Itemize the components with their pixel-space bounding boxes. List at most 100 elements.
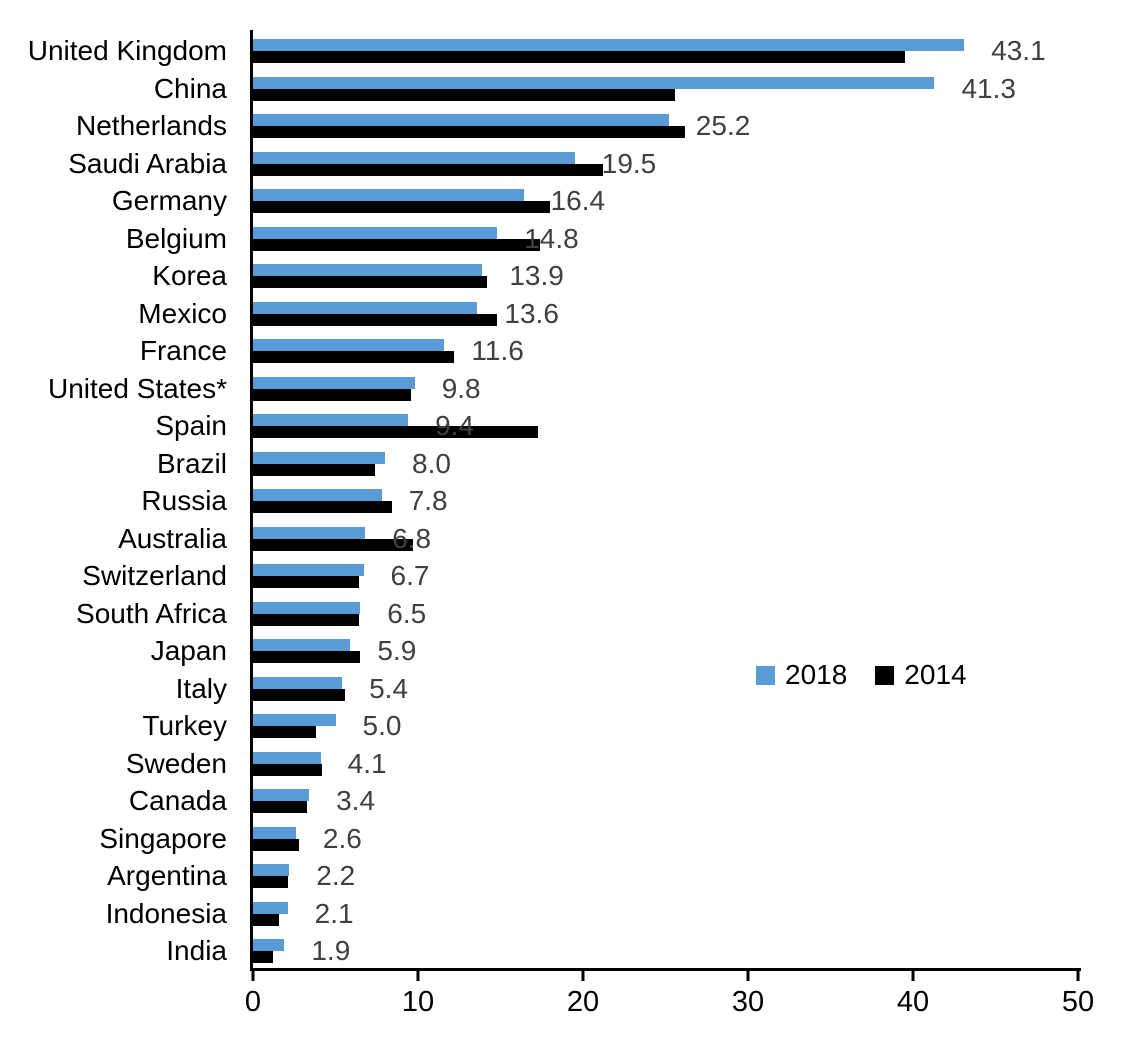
- bar-2018: [253, 114, 669, 127]
- bar-2014: [253, 501, 392, 514]
- bar-2018: [253, 39, 965, 51]
- value-label: 7.8: [408, 485, 448, 517]
- value-label: 13.6: [504, 297, 559, 329]
- bar-2014: [253, 238, 541, 251]
- bar-2018: [253, 751, 321, 764]
- legend: 2018 2014: [756, 658, 967, 692]
- bar-2014: [253, 313, 498, 326]
- category-label: Argentina: [107, 860, 227, 892]
- category-label: Saudi Arabia: [68, 147, 227, 179]
- bar-2014: [253, 763, 323, 776]
- category-label: United States*: [48, 372, 227, 404]
- bar-2018: [253, 639, 351, 652]
- bar-2018: [253, 151, 575, 164]
- value-label: 2.2: [316, 860, 356, 892]
- chart-row: Russia 7.8: [141, 480, 1078, 518]
- legend-label: 2018: [785, 659, 848, 690]
- chart-row: Japan 5.9: [151, 630, 1078, 668]
- x-axis-tick: [1076, 971, 1080, 981]
- category-label: Turkey: [142, 710, 227, 742]
- category-label: Italy: [175, 672, 227, 704]
- value-label: 5.0: [362, 710, 402, 742]
- chart-row: Mexico 13.6: [138, 293, 1078, 331]
- legend-swatch-icon: [756, 665, 775, 685]
- bar-2018: [253, 939, 285, 952]
- chart-row: France 11.6: [140, 330, 1078, 368]
- legend-entry: 2018: [756, 659, 847, 691]
- category-label: United Kingdom: [27, 35, 227, 66]
- value-label: 14.8: [524, 222, 579, 254]
- value-label: 6.5: [387, 597, 427, 629]
- category-label: France: [139, 335, 227, 367]
- category-label: Japan: [150, 635, 227, 667]
- bar-2014: [253, 276, 488, 289]
- bar-2014: [253, 426, 539, 439]
- value-label: 6.8: [392, 522, 432, 554]
- value-label: 2.6: [322, 822, 362, 854]
- x-axis-tick: [911, 971, 915, 981]
- category-label: Netherlands: [76, 110, 227, 142]
- chart-row: Turkey 5.0: [142, 705, 1078, 743]
- bar-2014: [253, 538, 414, 551]
- value-label: 11.6: [471, 335, 524, 367]
- chart-row: Argentina 2.2: [107, 855, 1078, 893]
- bar-2018: [253, 76, 935, 89]
- chart-row: United States* 9.8: [48, 368, 1078, 406]
- category-label: Switzerland: [82, 560, 227, 592]
- bar-2014: [253, 613, 359, 626]
- category-label: Canada: [128, 785, 227, 817]
- value-label: 43.1: [991, 35, 1046, 66]
- bar-2018: [253, 564, 364, 577]
- chart-row: Germany 16.4: [112, 180, 1078, 218]
- value-label: 4.1: [347, 747, 387, 779]
- chart-row: Spain 9.4: [155, 405, 1078, 443]
- bar-2018: [253, 714, 336, 727]
- bar-2014: [253, 838, 300, 851]
- bar-2014: [253, 88, 676, 101]
- category-label: Indonesia: [105, 897, 227, 929]
- category-label: Korea: [152, 260, 227, 292]
- bar-2018: [253, 226, 498, 239]
- bar-2014: [253, 163, 603, 176]
- category-label: China: [153, 72, 227, 104]
- chart-row: South Africa 6.5: [76, 593, 1078, 631]
- bar-2018: [253, 264, 483, 277]
- x-axis-tick-label: 40: [896, 986, 930, 1018]
- chart-row: Korea 13.9: [152, 255, 1078, 293]
- bar-2018: [253, 339, 445, 352]
- chart-row: Indonesia 2.1: [106, 893, 1078, 931]
- x-axis-line: [250, 968, 1081, 971]
- bar-2018: [253, 826, 296, 839]
- chart-row: Singapore 2.6: [99, 818, 1078, 856]
- value-label: 1.9: [311, 935, 351, 967]
- value-label: 5.4: [369, 672, 409, 704]
- value-label: 16.4: [550, 185, 606, 217]
- category-label: Russia: [141, 485, 227, 517]
- chart-row: Switzerland 6.7: [82, 555, 1078, 593]
- bar-2014: [253, 576, 359, 589]
- bar-2014: [253, 651, 361, 664]
- chart-row: Italy 5.4: [176, 668, 1078, 706]
- bar-2018: [253, 789, 310, 802]
- bar-2018: [253, 864, 290, 877]
- bar-2018: [253, 526, 366, 539]
- bar-2014: [253, 801, 308, 814]
- x-axis-tick: [416, 971, 420, 981]
- bar-2018: [253, 301, 478, 314]
- chart-row: Sweden 4.1: [126, 743, 1078, 781]
- chart-row: Belgium 14.8: [126, 218, 1078, 256]
- value-label: 41.3: [961, 72, 1016, 104]
- bar-2014: [253, 351, 455, 364]
- legend-entry: 2014: [875, 659, 967, 691]
- x-axis-tick-label: 30: [731, 986, 765, 1018]
- chart-row: China 41.3: [154, 68, 1078, 106]
- legend-label: 2014: [904, 659, 967, 690]
- chart-row: Brazil 8.0: [157, 443, 1078, 481]
- bar-2014: [253, 951, 273, 964]
- value-label: 9.8: [441, 372, 481, 404]
- chart-row: Saudi Arabia 19.5: [68, 143, 1078, 181]
- plot-area: United Kingdom 43.1 China 41.3 Netherlan…: [28, 30, 1094, 1018]
- bar-2014: [253, 463, 376, 476]
- x-axis-tick: [581, 971, 585, 981]
- value-label: 9.4: [435, 410, 475, 442]
